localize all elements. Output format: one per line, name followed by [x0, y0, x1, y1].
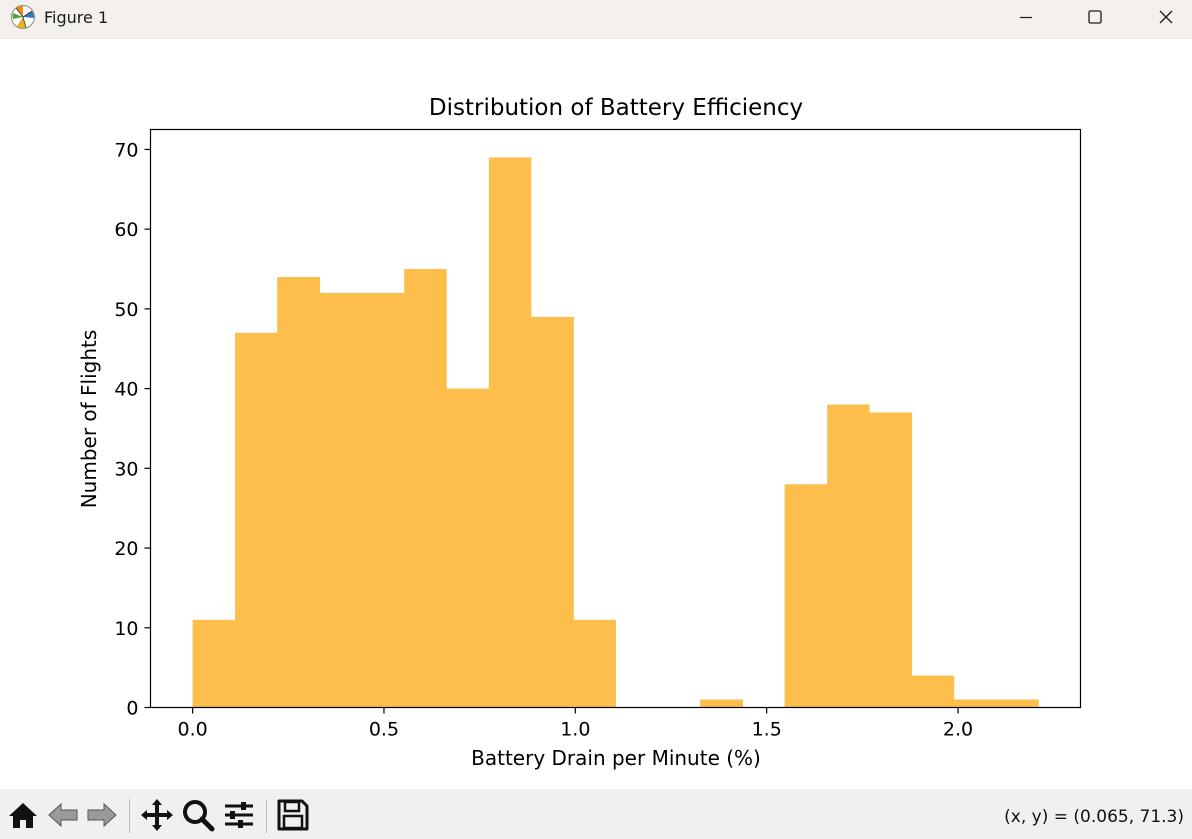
y-axis-label: Number of Flights — [77, 330, 101, 509]
axes-frame — [149, 128, 1082, 709]
close-button[interactable] — [1143, 0, 1189, 34]
histogram-bar — [235, 332, 278, 708]
window-title: Figure 1 — [44, 8, 109, 27]
matplotlib-logo-icon — [11, 5, 35, 29]
y-tick-label: 0 — [126, 698, 138, 720]
histogram-bars — [192, 157, 1039, 708]
back-button[interactable] — [45, 797, 81, 833]
y-tick-label: 40 — [114, 379, 138, 401]
x-tick-label: 0.0 — [177, 719, 207, 741]
home-button[interactable] — [5, 797, 41, 833]
minimize-icon — [1020, 16, 1032, 19]
cursor-coordinates: (x, y) = (0.065, 71.3) — [1004, 807, 1184, 827]
zoom-button[interactable] — [180, 797, 216, 833]
histogram-bar — [319, 292, 363, 708]
histogram-bar — [361, 292, 405, 708]
maximize-icon — [1088, 10, 1102, 24]
x-axis-ticks: 0.0 0.5 1.0 1.5 2.0 — [177, 707, 973, 741]
toolbar-separator — [129, 799, 130, 833]
y-tick-label: 20 — [114, 538, 138, 560]
y-tick-label: 60 — [114, 219, 138, 241]
y-tick-label: 70 — [114, 139, 138, 161]
figure-canvas[interactable]: Distribution of Battery Efficiency 0.0 0.… — [0, 39, 1192, 789]
y-tick-label: 10 — [114, 618, 138, 640]
x-tick-label: 0.5 — [369, 719, 399, 741]
toolbar-separator — [266, 799, 267, 833]
histogram-bar — [911, 675, 955, 708]
minimize-button[interactable] — [1003, 0, 1049, 34]
maximize-button[interactable] — [1072, 0, 1118, 34]
histogram-bar — [700, 699, 743, 708]
zoom-magnifier-icon — [183, 800, 215, 832]
histogram-bar — [953, 699, 997, 708]
histogram-bar — [827, 404, 870, 708]
back-arrow-icon — [48, 802, 78, 828]
sliders-icon — [225, 802, 253, 828]
histogram-bar — [488, 157, 532, 708]
forward-arrow-icon — [87, 802, 117, 828]
x-axis-label: Battery Drain per Minute (%) — [471, 746, 761, 770]
navigation-toolbar: (x, y) = (0.065, 71.3) — [0, 789, 1192, 839]
histogram-bar — [404, 269, 447, 708]
histogram-bar — [530, 316, 574, 708]
pan-button[interactable] — [139, 797, 175, 833]
close-icon — [1159, 10, 1173, 24]
histogram-bar — [192, 619, 236, 708]
save-floppy-icon — [277, 799, 309, 831]
forward-button[interactable] — [84, 797, 120, 833]
histogram-bar — [573, 619, 616, 708]
y-tick-label: 50 — [114, 299, 138, 321]
configure-subplots-button[interactable] — [221, 797, 257, 833]
save-button[interactable] — [275, 797, 311, 833]
histogram-bar — [277, 276, 321, 708]
y-tick-label: 30 — [114, 458, 138, 480]
y-axis-ticks: 0 10 20 30 40 50 60 70 — [114, 139, 151, 720]
pan-move-icon — [141, 799, 173, 831]
x-tick-label: 1.5 — [752, 719, 782, 741]
chart-title: Distribution of Battery Efficiency — [429, 95, 803, 121]
home-icon — [9, 803, 37, 828]
histogram-bar — [996, 699, 1039, 708]
x-tick-label: 1.0 — [560, 719, 590, 741]
histogram-chart: Distribution of Battery Efficiency 0.0 0.… — [77, 95, 1082, 770]
histogram-bar — [869, 412, 913, 708]
x-tick-label: 2.0 — [943, 719, 973, 741]
histogram-bar — [784, 484, 828, 708]
title-bar: Figure 1 — [0, 0, 1192, 39]
histogram-bar — [446, 388, 490, 708]
